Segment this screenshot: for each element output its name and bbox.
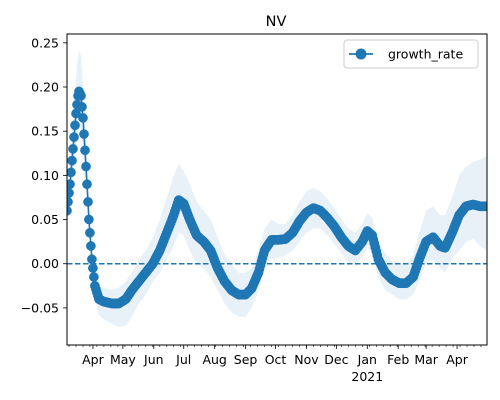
legend-frame — [343, 39, 479, 69]
data-point — [69, 132, 79, 142]
data-point — [77, 102, 87, 112]
x-tick-label: May — [110, 352, 136, 367]
x-tick-label: Mar — [414, 352, 438, 367]
data-point — [67, 179, 75, 190]
x-tick-label: Sep — [234, 352, 258, 367]
legend-label-growth-rate: growth_rate — [388, 47, 463, 62]
y-tick-label: −0.05 — [21, 300, 59, 315]
data-point — [84, 214, 94, 225]
plot-content — [67, 49, 487, 328]
data-point — [79, 129, 89, 139]
x-tick-label: Dec — [324, 352, 348, 367]
chart-title: NV — [266, 14, 287, 30]
data-point — [86, 241, 96, 251]
data-point — [81, 161, 91, 172]
data-point — [85, 227, 95, 238]
y-tick-label: 0.15 — [31, 124, 59, 139]
x-tick-label: Aug — [202, 352, 226, 367]
data-point — [78, 113, 88, 123]
x-tick-label: Feb — [387, 352, 409, 367]
y-tick-label: 0.05 — [31, 212, 59, 227]
data-point — [70, 120, 80, 131]
y-tick-label: 0.20 — [31, 80, 59, 95]
plot-area — [67, 49, 487, 328]
legend: growth_rate — [343, 39, 479, 69]
data-point — [67, 188, 74, 198]
y-tick-label: 0.10 — [31, 168, 59, 183]
data-point — [83, 197, 93, 207]
x-tick-label: Jul — [175, 352, 191, 367]
x-tick-label: Apr — [82, 352, 104, 367]
data-point — [67, 167, 76, 178]
x-tick-label: Jan — [357, 352, 377, 367]
data-point — [82, 179, 92, 190]
legend-dot-marker — [355, 48, 367, 60]
data-point — [80, 145, 90, 156]
data-point — [88, 263, 98, 273]
data-point — [68, 144, 78, 154]
x-tick-label: Nov — [294, 352, 319, 367]
x-tick-label: Oct — [265, 352, 287, 367]
data-point — [67, 197, 73, 207]
series-line-growth_rate — [67, 88, 487, 305]
x-year-label: 2021 — [351, 369, 383, 384]
y-tick-label: 0.00 — [31, 256, 59, 271]
x-tick-label: Jun — [143, 352, 164, 367]
y-tick-label: 0.25 — [31, 35, 59, 50]
data-point — [89, 272, 99, 282]
x-tick-label: Apr — [446, 352, 468, 367]
data-point — [76, 90, 86, 101]
data-point — [67, 155, 77, 166]
axes: −0.05 0.00 0.05 0.10 0.15 0.20 0.25 Apr May Jun Ju… — [21, 33, 488, 384]
axes-frame — [66, 33, 488, 346]
data-point — [87, 254, 97, 265]
